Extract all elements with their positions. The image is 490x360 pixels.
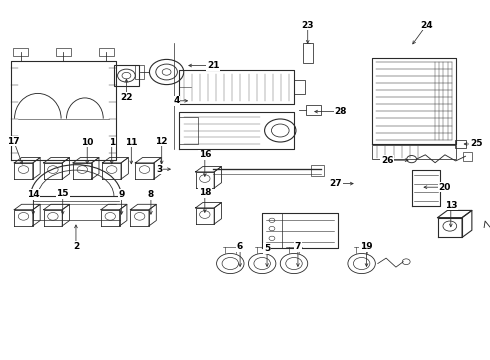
Text: 2: 2 — [73, 242, 79, 251]
Text: 7: 7 — [294, 242, 301, 251]
Text: 23: 23 — [301, 21, 314, 30]
Text: 27: 27 — [329, 179, 342, 188]
Bar — [294, 81, 305, 94]
Text: 9: 9 — [118, 190, 125, 199]
Bar — [455, 140, 466, 148]
Text: 1: 1 — [109, 138, 115, 147]
Bar — [135, 65, 144, 79]
Text: 25: 25 — [470, 139, 483, 148]
Text: 3: 3 — [156, 165, 162, 174]
Text: 13: 13 — [444, 201, 457, 210]
Text: 20: 20 — [439, 183, 451, 192]
Bar — [13, 48, 28, 56]
Text: 16: 16 — [198, 150, 211, 159]
Text: 11: 11 — [125, 138, 138, 147]
Text: 17: 17 — [7, 136, 20, 145]
Text: 14: 14 — [27, 190, 40, 199]
Bar — [306, 105, 321, 115]
Bar — [114, 65, 139, 86]
Text: 15: 15 — [56, 189, 69, 198]
Text: 5: 5 — [264, 244, 270, 253]
Text: 4: 4 — [173, 96, 180, 105]
Bar — [312, 165, 323, 176]
Text: 10: 10 — [81, 138, 94, 147]
Text: 6: 6 — [237, 242, 243, 251]
Text: 12: 12 — [155, 136, 168, 145]
Text: 8: 8 — [148, 190, 154, 199]
Text: 21: 21 — [207, 61, 220, 70]
Bar — [99, 48, 114, 56]
Text: 24: 24 — [420, 21, 433, 30]
Text: 18: 18 — [198, 188, 211, 197]
Text: 26: 26 — [381, 156, 393, 165]
Text: 22: 22 — [120, 93, 133, 102]
Bar — [463, 152, 472, 161]
Bar — [56, 48, 71, 56]
Text: 28: 28 — [334, 107, 347, 116]
Bar — [179, 117, 198, 144]
Bar — [372, 145, 456, 159]
Text: 19: 19 — [360, 242, 373, 251]
Bar — [303, 43, 313, 63]
